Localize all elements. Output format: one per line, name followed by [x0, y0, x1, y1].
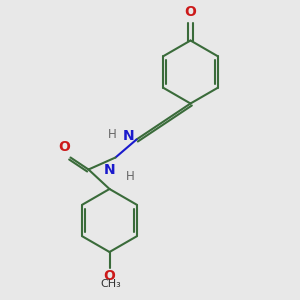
- Text: O: O: [103, 269, 116, 283]
- Text: N: N: [104, 163, 115, 176]
- Text: N: N: [122, 130, 134, 143]
- Text: O: O: [184, 5, 196, 20]
- Text: CH₃: CH₃: [100, 279, 122, 289]
- Text: H: H: [108, 128, 117, 141]
- Text: H: H: [126, 169, 135, 183]
- Text: O: O: [58, 140, 70, 154]
